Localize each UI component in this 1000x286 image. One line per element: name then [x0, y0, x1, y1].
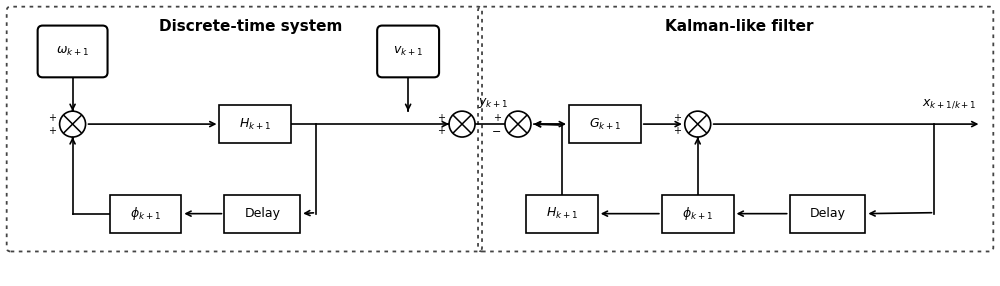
Circle shape [505, 111, 531, 137]
Text: $H_{k+1}$: $H_{k+1}$ [546, 206, 578, 221]
Text: +: + [437, 113, 445, 123]
Text: +: + [673, 113, 681, 123]
FancyBboxPatch shape [377, 25, 439, 77]
Text: $x_{k+1/k+1}$: $x_{k+1/k+1}$ [922, 97, 976, 110]
Circle shape [60, 111, 86, 137]
Text: +: + [48, 113, 56, 123]
Text: Kalman-like filter: Kalman-like filter [665, 19, 814, 34]
Text: $H_{k+1}$: $H_{k+1}$ [239, 116, 271, 132]
Text: Delay: Delay [244, 207, 280, 220]
FancyBboxPatch shape [224, 195, 300, 233]
Text: $G_{k+1}$: $G_{k+1}$ [589, 116, 621, 132]
Circle shape [449, 111, 475, 137]
Text: −: − [492, 127, 502, 137]
FancyBboxPatch shape [790, 195, 865, 233]
Text: $\omega_{k+1}$: $\omega_{k+1}$ [56, 45, 89, 58]
Text: $v_{k+1}$: $v_{k+1}$ [393, 45, 423, 58]
Text: Delay: Delay [810, 207, 846, 220]
Text: +: + [493, 113, 501, 123]
Text: $\phi_{k+1}$: $\phi_{k+1}$ [682, 205, 713, 222]
FancyBboxPatch shape [110, 195, 181, 233]
FancyBboxPatch shape [526, 195, 598, 233]
Circle shape [685, 111, 711, 137]
FancyBboxPatch shape [38, 25, 108, 77]
Text: +: + [673, 126, 681, 136]
Text: +: + [48, 126, 56, 136]
Text: $y_{k+1}$: $y_{k+1}$ [478, 96, 508, 110]
Text: +: + [437, 126, 445, 136]
FancyBboxPatch shape [569, 105, 641, 143]
Text: Discrete-time system: Discrete-time system [159, 19, 342, 34]
Text: $\phi_{k+1}$: $\phi_{k+1}$ [130, 205, 161, 222]
FancyBboxPatch shape [662, 195, 734, 233]
FancyBboxPatch shape [219, 105, 291, 143]
